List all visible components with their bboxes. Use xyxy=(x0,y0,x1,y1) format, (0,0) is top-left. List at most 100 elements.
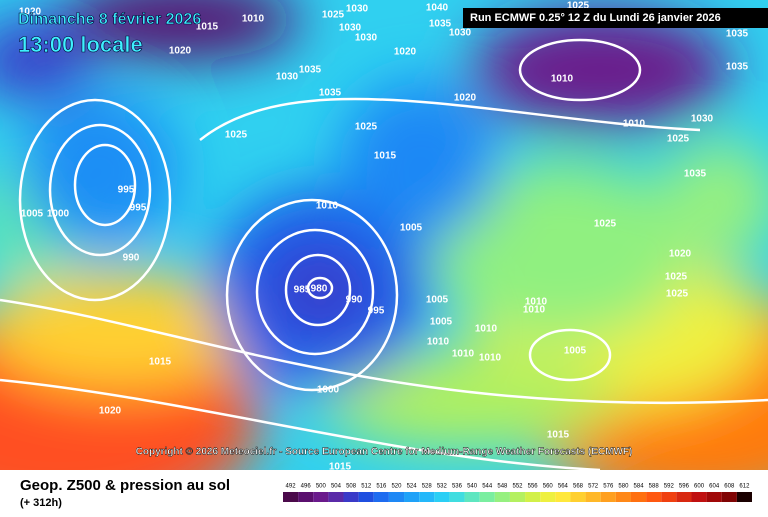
scale-label: 532 xyxy=(437,484,448,490)
scale-swatch xyxy=(540,492,556,502)
scale-swatch xyxy=(449,492,465,502)
isobar-label: 1010 xyxy=(427,337,450,348)
scale-label: 512 xyxy=(361,484,372,490)
scale-swatch xyxy=(479,492,495,502)
scale-swatch xyxy=(494,492,510,502)
scale-swatch xyxy=(570,492,586,502)
isobar-label: 1020 xyxy=(19,7,42,18)
scale-label: 584 xyxy=(634,484,645,490)
isobar-label: 1035 xyxy=(726,62,749,73)
scale-swatch xyxy=(630,492,647,502)
scale-label: 568 xyxy=(573,484,584,490)
scale-label: 612 xyxy=(739,484,750,490)
isobar-label: 1000 xyxy=(47,209,70,220)
isobar-label: 1020 xyxy=(99,406,122,417)
scale-label: 588 xyxy=(649,484,660,490)
isobar-label: 1035 xyxy=(429,19,452,30)
scale-label: 548 xyxy=(497,484,508,490)
isobar-label: 1030 xyxy=(691,114,714,125)
scale-swatch xyxy=(600,492,616,502)
scale-swatch xyxy=(585,492,601,502)
run-info: Run ECMWF 0.25° 12 Z du Lundi 26 janvier… xyxy=(470,12,721,24)
scale-swatch xyxy=(328,492,344,502)
isobar-label: 1010 xyxy=(242,14,265,25)
scale-label: 516 xyxy=(376,484,387,490)
isobar-label: 1015 xyxy=(196,22,219,33)
scale-swatch xyxy=(283,492,299,502)
scale-swatch xyxy=(404,492,420,502)
isobar-label: 1005 xyxy=(21,209,44,220)
isobar-label: 1010 xyxy=(479,353,502,364)
scale-label: 576 xyxy=(603,484,614,490)
scale-swatch xyxy=(691,492,707,502)
scale-label: 564 xyxy=(558,484,569,490)
isobar-label: 1035 xyxy=(319,88,342,99)
scale-label: 508 xyxy=(346,484,357,490)
scale-swatch xyxy=(646,492,662,502)
isobar-label: 1025 xyxy=(567,1,590,12)
date: Dimanche 8 février 2026 xyxy=(18,11,201,28)
isobar-label: 1005 xyxy=(426,295,449,306)
isobar-label: 1025 xyxy=(225,130,248,141)
isobar-label: 1010 xyxy=(452,349,475,360)
scale-swatch xyxy=(736,492,752,502)
scale-swatch xyxy=(464,492,480,502)
isobar-label: 1010 xyxy=(525,297,548,308)
isobar-label: 1010 xyxy=(551,74,574,85)
isobar-label: 1035 xyxy=(684,169,707,180)
scale-swatch xyxy=(555,492,571,502)
isobar-label: 1030 xyxy=(339,23,362,34)
scale-swatch xyxy=(661,492,677,502)
isobar-label: 990 xyxy=(346,295,363,306)
scale-swatch xyxy=(298,492,314,502)
scale-label: 504 xyxy=(331,484,342,490)
scale-swatch xyxy=(358,492,374,502)
scale-swatch xyxy=(419,492,435,502)
isobar-label: 1025 xyxy=(666,289,689,300)
scale-label: 592 xyxy=(664,484,675,490)
isobar-label: 1030 xyxy=(346,4,369,15)
footer-title: Geop. Z500 & pression au sol xyxy=(20,477,230,494)
isobar-label: 1015 xyxy=(374,151,397,162)
isobar-label: 1035 xyxy=(299,65,322,76)
isobar-label: 1015 xyxy=(547,430,570,441)
scale-swatch xyxy=(525,492,541,502)
isobar-label: 1035 xyxy=(726,29,749,40)
scale-label: 604 xyxy=(709,484,720,490)
isobar-label: 1010 xyxy=(475,324,498,335)
isobar-label: 1010 xyxy=(523,305,546,316)
scale-swatch xyxy=(615,492,631,502)
scale-label: 544 xyxy=(482,484,493,490)
scale-label: 524 xyxy=(407,484,418,490)
time: 13:00 locale xyxy=(18,32,143,57)
scale-swatch xyxy=(721,492,737,502)
isobar-label: 1005 xyxy=(430,317,453,328)
isobar-label: 1030 xyxy=(276,72,299,83)
isobar-label: 1030 xyxy=(355,33,378,44)
isobar-label: 1020 xyxy=(394,47,417,58)
scale-swatch xyxy=(676,492,692,502)
scale-label: 528 xyxy=(422,484,433,490)
isobar-label: 1030 xyxy=(449,28,472,39)
isobar-label: 1020 xyxy=(169,46,192,57)
isobar-label: 1025 xyxy=(665,272,688,283)
isobar-label: 1015 xyxy=(149,357,172,368)
isobar-label: 1020 xyxy=(454,93,477,104)
isobar-label: 1040 xyxy=(426,3,449,14)
isobar-label: 1015 xyxy=(329,462,352,473)
isobar-label: 995 xyxy=(130,203,147,214)
scale-label: 572 xyxy=(588,484,599,490)
scale-label: 600 xyxy=(694,484,705,490)
isobar-label: 1000 xyxy=(317,385,340,396)
isobar-label: 990 xyxy=(123,253,140,264)
isobar-label: 1005 xyxy=(564,346,587,357)
isobar-label: 995 xyxy=(118,185,135,196)
isobar-label: 1025 xyxy=(355,122,378,133)
scale-label: 608 xyxy=(724,484,735,490)
scale-swatch xyxy=(388,492,405,502)
scale-label: 496 xyxy=(301,484,312,490)
scale-swatch xyxy=(509,492,526,502)
scale-swatch xyxy=(434,492,450,502)
